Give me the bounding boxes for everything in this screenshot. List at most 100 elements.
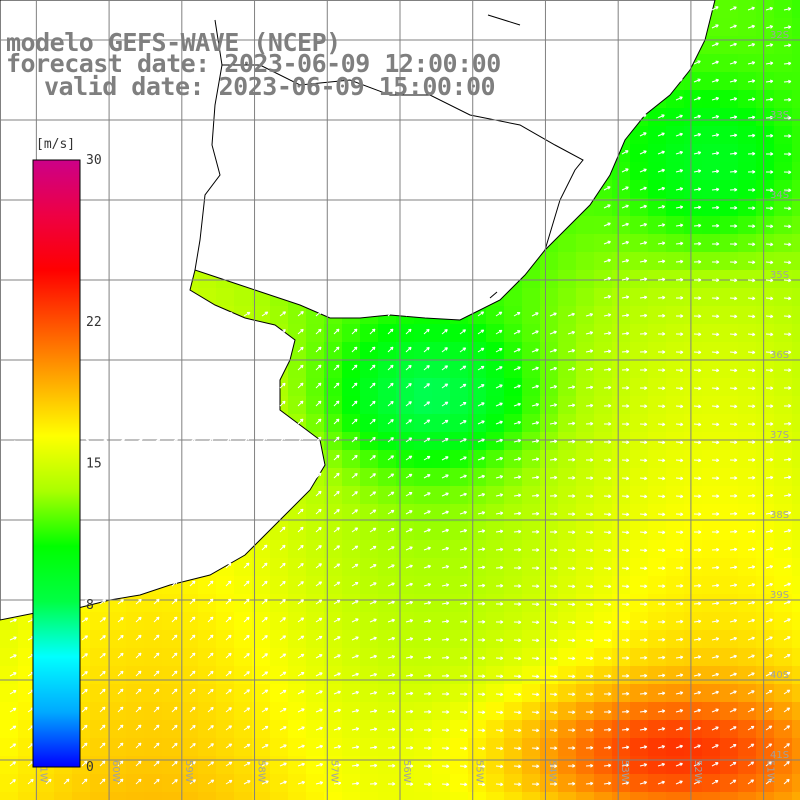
wind-speed-cell [306, 594, 324, 612]
wind-arrow [99, 760, 106, 767]
wind-arrow [441, 565, 450, 569]
wind-speed-cell [612, 774, 630, 792]
wind-speed-cell [126, 702, 144, 720]
wind-speed-cell [306, 774, 324, 792]
wind-speed-cell [252, 684, 270, 702]
wind-arrow [405, 310, 412, 317]
wind-arrow [621, 186, 629, 191]
wind-arrow [297, 762, 305, 767]
wind-speed-cell [756, 684, 774, 702]
wind-arrow [747, 332, 756, 337]
wind-arrow [621, 656, 630, 660]
wind-arrow [405, 364, 412, 371]
wind-speed-cell [360, 630, 378, 648]
wind-speed-cell [270, 594, 288, 612]
wind-speed-cell [234, 288, 252, 306]
wind-arrow [675, 5, 683, 11]
wind-arrow [783, 582, 791, 587]
wind-arrow [81, 653, 88, 659]
wind-speed-cell [666, 576, 684, 594]
wind-speed-cell [486, 468, 504, 486]
wind-speed-cell [90, 702, 108, 720]
wind-speed-cell [414, 702, 432, 720]
wind-speed-cell [486, 504, 504, 522]
wind-speed-cell [450, 450, 468, 468]
wind-speed-cell [432, 342, 450, 360]
wind-arrow [81, 564, 89, 569]
wind-speed-cell [720, 504, 738, 522]
wind-speed-cell [738, 594, 756, 612]
wind-arrow [423, 782, 432, 787]
wind-arrow [747, 242, 756, 247]
wind-arrow [153, 580, 160, 587]
wind-speed-cell [720, 702, 738, 720]
wind-speed-cell [432, 684, 450, 702]
wind-speed-cell [684, 216, 702, 234]
wind-arrow [495, 366, 503, 371]
wind-speed-cell [288, 306, 306, 324]
wind-speed-cell [756, 738, 774, 756]
wind-speed-cell [720, 612, 738, 630]
wind-speed-cell [450, 738, 468, 756]
wind-speed-cell [378, 792, 396, 800]
wind-speed-cell [522, 306, 540, 324]
wind-arrow [711, 350, 720, 355]
wind-speed-cell [486, 684, 504, 702]
wind-arrow [639, 440, 648, 445]
wind-arrow [603, 530, 612, 535]
wind-arrow [225, 670, 232, 677]
wind-arrow [675, 368, 684, 373]
wind-speed-cell [684, 162, 702, 180]
wind-arrow [225, 580, 232, 587]
wind-speed-cell [738, 540, 756, 558]
wind-speed-cell [108, 792, 126, 800]
title-model: modelo GEFS-WAVE (NCEP) [6, 28, 341, 57]
wind-speed-cell [738, 684, 756, 702]
wind-arrow [657, 368, 666, 373]
wind-speed-cell [558, 324, 576, 342]
wind-arrow [729, 779, 737, 785]
wind-speed-cell [270, 774, 288, 792]
wind-arrow [657, 186, 666, 191]
wind-speed-cell [648, 684, 666, 702]
wind-arrow [747, 97, 756, 102]
wind-arrow [531, 475, 540, 480]
wind-arrow [81, 599, 89, 605]
wind-arrow [549, 439, 558, 444]
wind-speed-cell [108, 738, 126, 756]
wind-arrow [567, 674, 576, 679]
wind-speed-cell [576, 630, 594, 648]
wind-speed-cell [648, 396, 666, 414]
wind-arrow [765, 564, 774, 569]
wind-arrow [189, 330, 197, 335]
wind-arrow [675, 277, 684, 282]
wind-arrow [477, 347, 485, 353]
wind-arrow [333, 310, 340, 317]
wind-arrow [657, 780, 665, 785]
wind-speed-cell [486, 342, 504, 360]
wind-arrow [747, 708, 755, 713]
wind-speed-cell [522, 504, 540, 522]
wind-arrow [549, 493, 558, 498]
wind-speed-cell [342, 378, 360, 396]
wind-speed-cell [396, 486, 414, 504]
wind-speed-cell [684, 522, 702, 540]
wind-arrow [423, 528, 431, 533]
wind-speed-cell [216, 702, 234, 720]
wind-speed-cell [270, 630, 288, 648]
wind-arrow [675, 780, 683, 785]
wind-speed-cell [684, 288, 702, 306]
wind-speed-cell [414, 396, 432, 414]
wind-arrow [261, 454, 268, 461]
wind-speed-cell [360, 342, 378, 360]
wind-speed-cell [774, 396, 792, 414]
wind-arrow [387, 636, 396, 641]
wind-arrow [567, 566, 576, 571]
wind-speed-cell [360, 468, 378, 486]
wind-speed-cell [684, 432, 702, 450]
wind-speed-cell [522, 702, 540, 720]
wind-arrow [639, 114, 647, 119]
wind-arrow [711, 332, 720, 337]
wind-speed-cell [360, 504, 378, 522]
wind-speed-cell [630, 324, 648, 342]
